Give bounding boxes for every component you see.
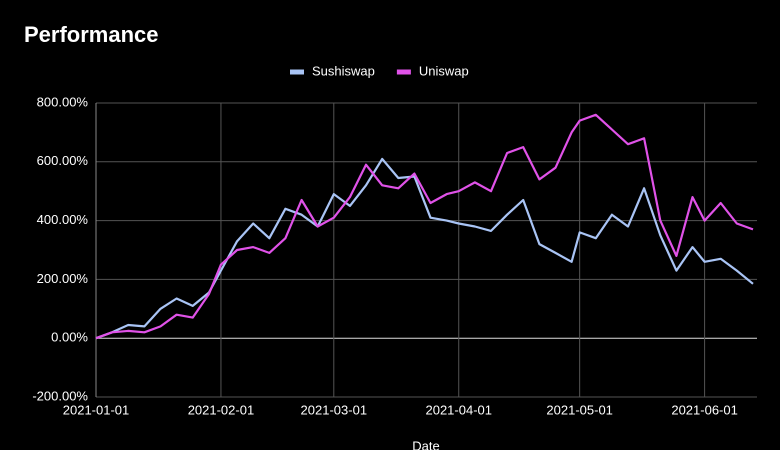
x-tick-label: 2021-05-01 (546, 402, 613, 417)
legend-label: Sushiswap (312, 63, 375, 78)
x-tick-label: 2021-02-01 (188, 402, 255, 417)
y-tick-label: 800.00% (37, 94, 89, 109)
x-tick-label: 2021-04-01 (425, 402, 492, 417)
y-tick-label: 200.00% (37, 271, 89, 286)
x-tick-label: 2021-01-01 (63, 402, 130, 417)
y-tick-label: -200.00% (32, 388, 88, 403)
series-line (95, 113, 754, 340)
x-axis-label: Date (412, 438, 439, 450)
legend-label: Uniswap (419, 63, 469, 78)
y-tick-label: 600.00% (37, 153, 89, 168)
y-tick-label: 400.00% (37, 212, 89, 227)
chart-title: Performance (24, 22, 159, 47)
y-tick-label: 0.00% (51, 330, 88, 345)
x-tick-label: 2021-06-01 (671, 402, 738, 417)
x-tick-label: 2021-03-01 (301, 402, 368, 417)
